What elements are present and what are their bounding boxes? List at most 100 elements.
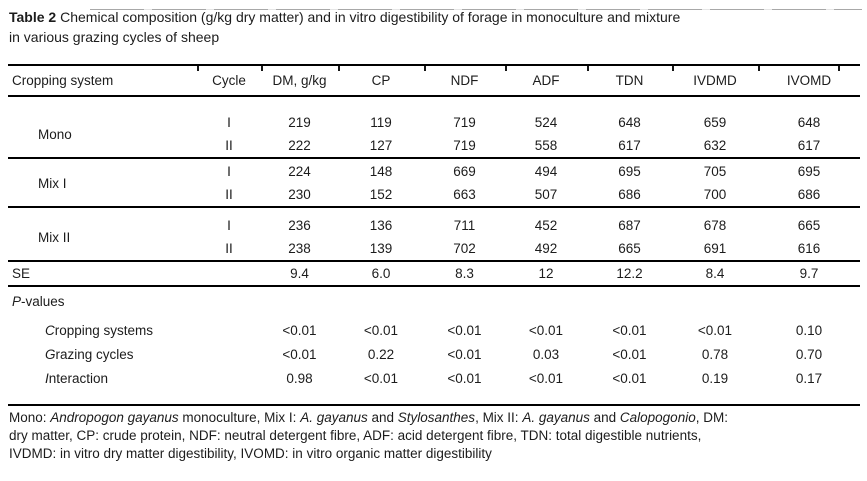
table-row: II 230 152 663 507 686 700 686 [8,183,860,207]
value-cell: 127 [369,138,393,153]
footnote-line3: IVDMD: in vitro dry matter digestibility… [9,446,492,461]
value-cell: 0.70 [795,347,823,362]
composition-digestibility-table: Cropping system Cycle DM, g/kg CP NDF AD… [8,64,860,406]
cycle-cell: II [225,187,233,202]
value-cell: 617 [797,138,821,153]
species-name: A. gayanus [522,410,590,425]
cycle-cell: II [225,138,233,153]
value-cell: 8.4 [672,260,758,286]
col-header-cropping-system: Cropping system [8,64,197,97]
column-tick-mark [587,66,589,71]
footnote-line2: dry matter, CP: crude protein, NDF: neut… [9,428,702,443]
table-row: Mix II I 236 136 711 452 687 678 665 [8,206,860,261]
value-cell: <0.01 [282,323,317,338]
value-cell: <0.01 [363,323,399,338]
value-cell: 719 [453,115,476,130]
value-cell: 222 [288,138,311,153]
column-tick-mark [261,66,263,71]
group-label-mix1: Mix I [8,157,197,207]
value-cell: 669 [424,157,505,183]
col-header-cycle: Cycle [197,64,261,97]
value-cell: 219 [288,115,311,130]
col-header-tdn: TDN [587,64,672,97]
pvalues-heading-p: P [12,293,22,309]
cycle-cell: I [197,157,261,183]
value-cell: 238 [288,241,311,256]
value-cell: <0.01 [447,347,482,362]
value-cell: 702 [453,241,476,256]
value-cell: <0.01 [612,371,647,386]
value-cell: 719 [453,138,476,153]
value-cell: <0.01 [612,323,647,338]
value-cell: 665 [758,206,860,237]
value-cell: 0.03 [532,347,560,362]
table-row: Mix I I 224 148 669 494 695 705 695 [8,157,860,207]
value-cell: 687 [587,206,672,237]
cycle-cell: I [227,115,231,130]
value-cell: 0.19 [701,371,729,386]
value-cell: 139 [369,241,393,256]
bottom-rule-row [8,391,860,406]
value-cell: 663 [453,187,476,202]
value-cell: 617 [618,138,641,153]
header-row: Cropping system Cycle DM, g/kg CP NDF AD… [8,64,860,97]
column-tick-mark [338,66,340,71]
value-cell: <0.01 [612,347,647,362]
value-cell: 224 [261,157,338,183]
value-cell: 632 [703,138,727,153]
species-name: A. gayanus [300,410,368,425]
value-cell: <0.01 [697,323,733,338]
value-cell: 152 [369,187,393,202]
pvalues-heading-row: P-values [8,285,860,315]
value-cell: 665 [618,241,641,256]
pvalue-row-cropping-systems: Cropping systems <0.01 <0.01 <0.01 <0.01… [8,315,860,343]
value-cell: <0.01 [528,323,564,338]
column-tick-mark [758,66,760,71]
value-cell: 6.0 [338,260,424,286]
value-cell: 616 [797,241,821,256]
column-tick-mark [197,66,199,71]
group-label-mix2: Mix II [8,206,197,261]
value-cell: 691 [703,241,727,256]
value-cell: 230 [288,187,311,202]
table-number: Table 2 [9,9,57,25]
value-cell: <0.01 [528,371,564,386]
value-cell: 0.78 [701,347,729,362]
se-row: SE 9.4 6.0 8.3 12 12.2 8.4 9.7 [8,260,860,286]
value-cell: 494 [505,157,587,183]
footnote-line1: Mono: Andropogon gayanus monoculture, Mi… [9,410,728,425]
pvalue-row-interaction: Interaction 0.98 <0.01 <0.01 <0.01 <0.01… [8,367,860,391]
value-cell: <0.01 [282,347,317,362]
value-cell: 12.2 [587,260,672,286]
value-cell: 148 [338,157,424,183]
value-cell: 0.10 [795,323,823,338]
col-header-ivomd: IVOMD [758,64,860,97]
table-row: Mono I 219 119 719 524 648 659 648 [8,96,860,142]
species-name: Andropogon gayanus [50,410,179,425]
group-label-mono: Mono [38,126,72,142]
column-tick-mark [838,66,840,71]
value-cell: 695 [758,157,860,183]
cycle-cell: I [197,206,261,237]
col-header-ivdmd: IVDMD [672,64,758,97]
pvalue-row-grazing-cycles: Grazing cycles <0.01 0.22 <0.01 0.03 <0.… [8,343,860,367]
pvalue-row-label: Interaction [45,371,109,386]
column-tick-mark [505,66,507,71]
value-cell: 9.4 [261,260,338,286]
value-cell: 711 [424,206,505,237]
value-cell: 452 [505,206,587,237]
table-footnote: Mono: Andropogon gayanus monoculture, Mi… [9,409,861,463]
table-caption-line2: in various grazing cycles of sheep [9,28,220,45]
value-cell: <0.01 [447,323,482,338]
value-cell: <0.01 [363,371,399,386]
value-cell: 9.7 [758,260,860,286]
value-cell: 678 [672,206,758,237]
pvalues-heading: P-values [8,285,860,315]
pvalue-row-label: Grazing cycles [45,347,134,362]
value-cell: 558 [534,138,558,153]
col-header-adf: ADF [505,64,587,97]
species-name: Stylosanthes [397,410,476,425]
value-cell: 700 [703,187,727,202]
column-tick-mark [672,66,674,71]
value-cell: 119 [370,115,392,130]
